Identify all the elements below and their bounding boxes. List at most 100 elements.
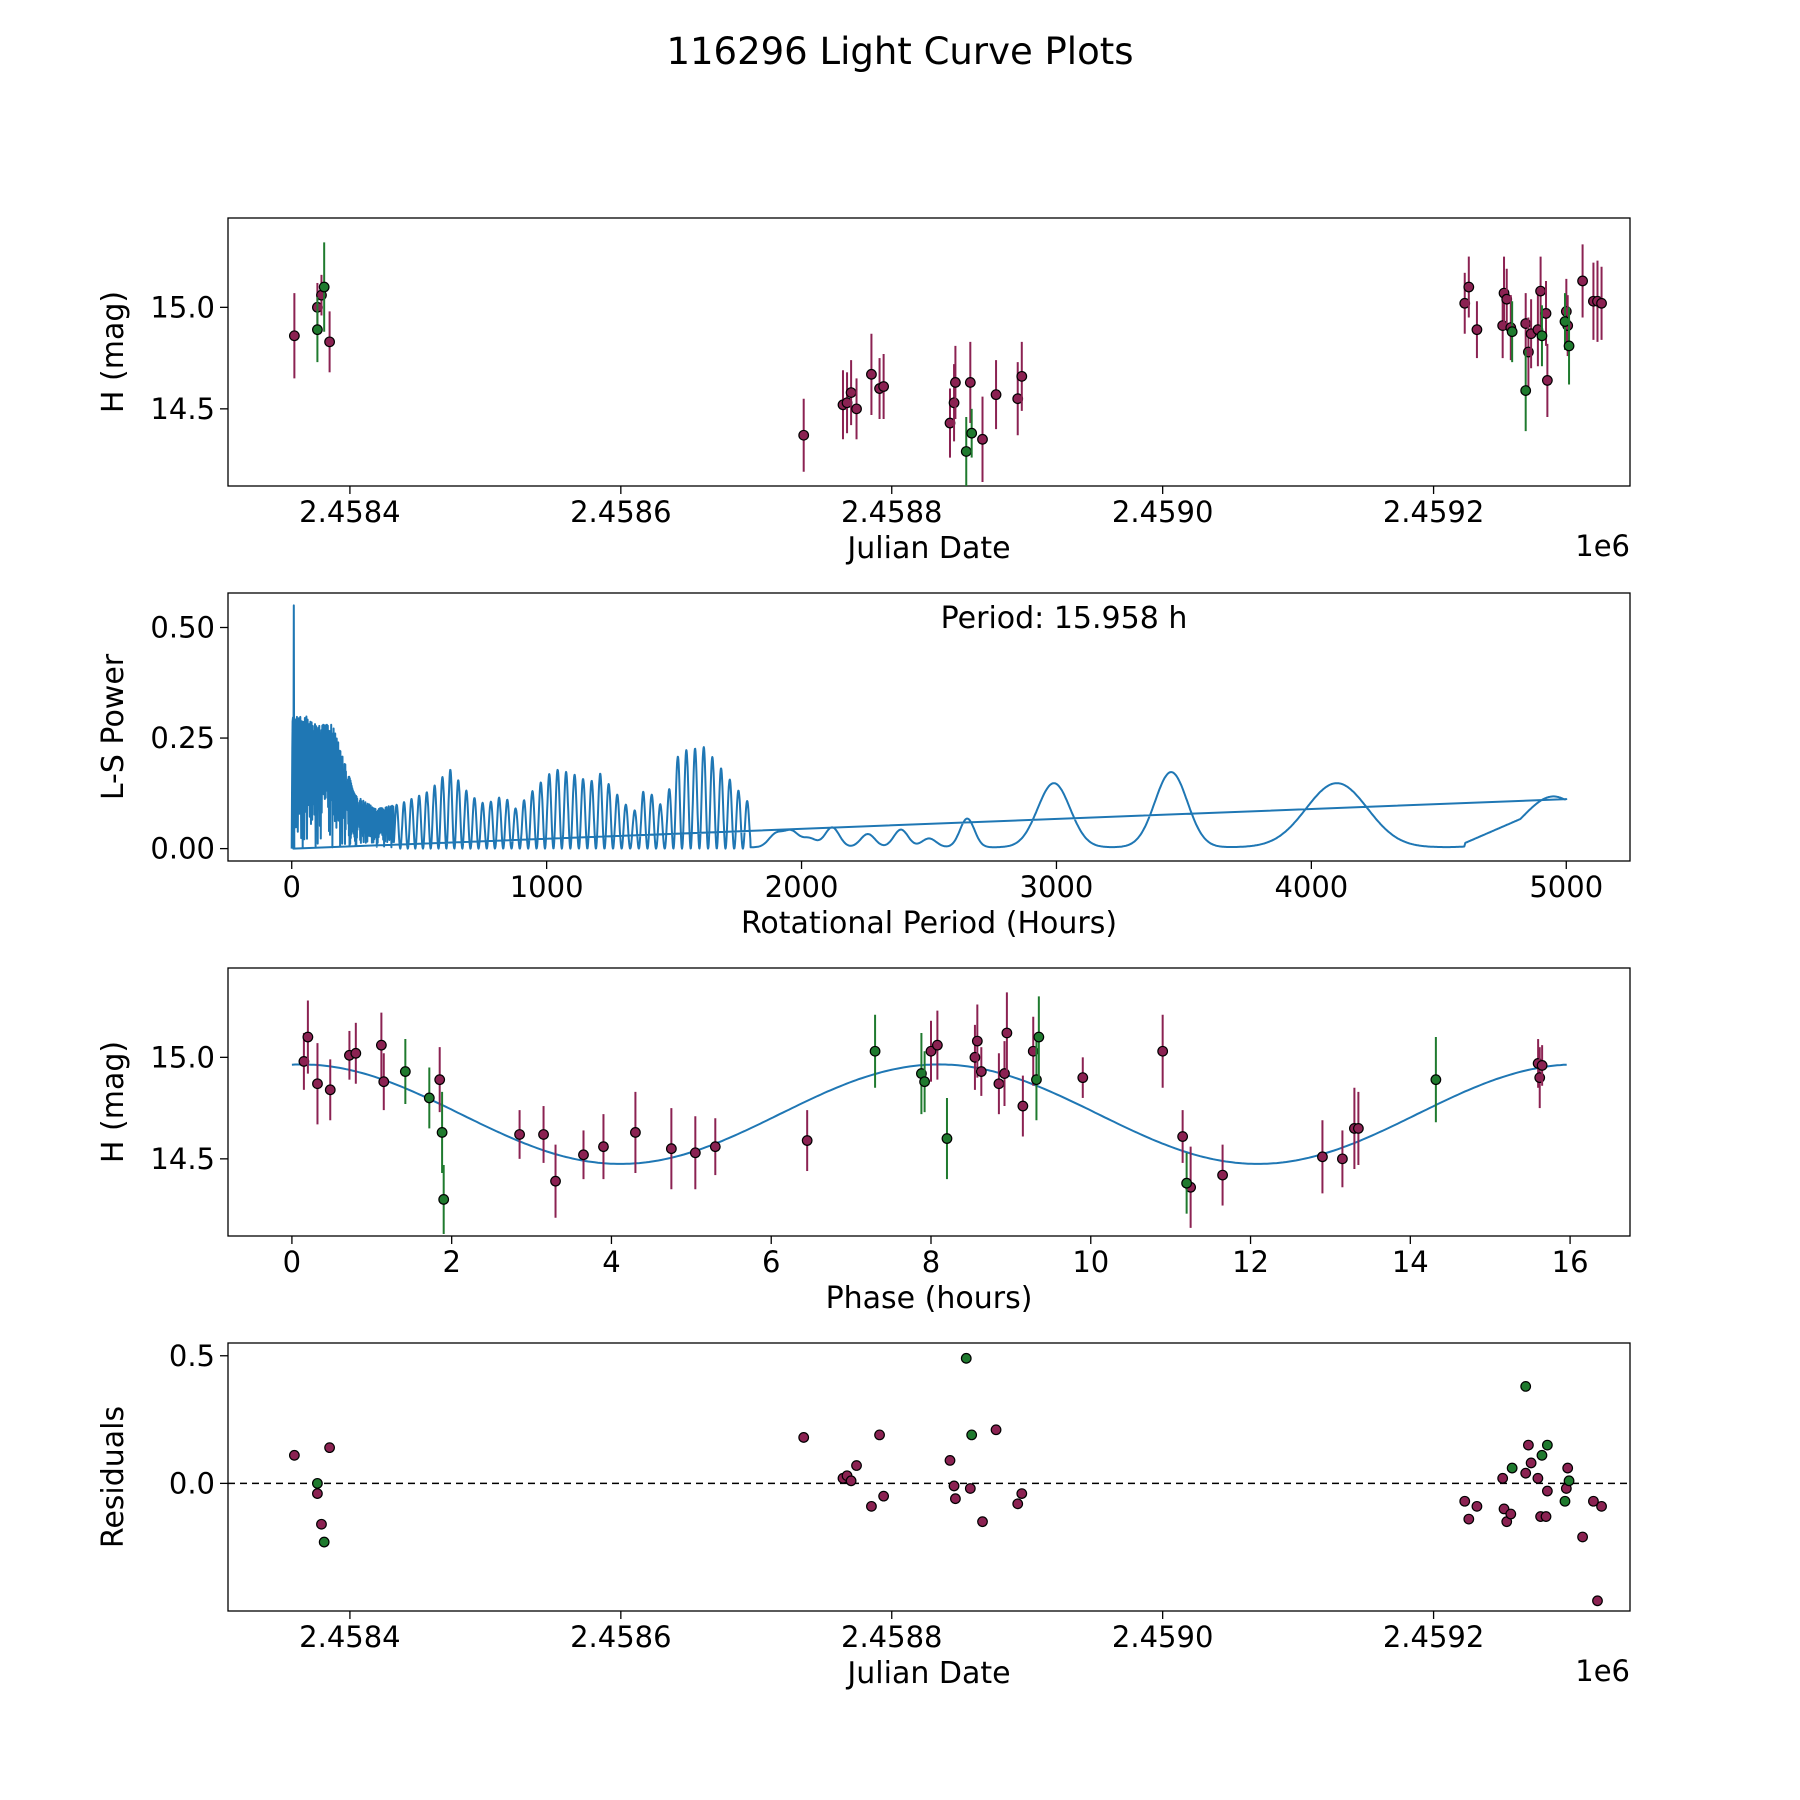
data-point (514, 1129, 525, 1140)
x-tick-label: 0 (283, 1245, 301, 1279)
x-tick-label: 3000 (1020, 870, 1094, 904)
data-point (1541, 375, 1553, 386)
data-point (324, 1442, 335, 1454)
data-point (1525, 1457, 1537, 1469)
data-point (1559, 1495, 1571, 1507)
data-point (975, 1066, 987, 1077)
data-point (964, 1483, 976, 1494)
data-point (1523, 1439, 1534, 1451)
x-tick-label: 4 (602, 1245, 620, 1279)
data-point (318, 281, 330, 293)
data-point (966, 1429, 978, 1441)
data-point (1077, 1072, 1089, 1084)
data-point (1541, 1485, 1553, 1497)
data-point (941, 1133, 953, 1144)
data-point (931, 1039, 943, 1051)
data-point (1520, 385, 1532, 396)
data-point (318, 1536, 330, 1548)
data-point (944, 1455, 956, 1466)
y-tick-label: 15.0 (150, 1040, 215, 1074)
data-point (1012, 1498, 1024, 1510)
data-point (1177, 1131, 1189, 1142)
data-point (1471, 324, 1483, 336)
data-point (878, 381, 890, 392)
x-offset-label: 1e6 (1575, 529, 1630, 563)
x-tick-label: 2000 (765, 870, 839, 904)
x-tick-label: 2.4586 (570, 1620, 671, 1654)
x-tick-label: 4000 (1274, 870, 1348, 904)
data-point (1463, 1513, 1475, 1525)
data-point (990, 389, 1002, 401)
data-point (801, 1135, 813, 1146)
x-tick-label: 8 (922, 1245, 940, 1279)
phase-panel: 0 2 4 6 8 10 12 14 16 14.5 15.0 Phase (hours) H (mag… (96, 967, 1631, 1316)
data-point (1592, 1595, 1603, 1607)
data-point (1541, 1439, 1553, 1451)
data-point (538, 1129, 549, 1140)
x-tick-label: 10 (1072, 1245, 1109, 1279)
data-point (874, 1429, 885, 1441)
x-tick-label: 16 (1552, 1245, 1589, 1279)
data-point (977, 1516, 988, 1528)
data-point (1459, 1495, 1471, 1507)
y-tick-label: 14.5 (150, 392, 215, 426)
data-point (845, 387, 857, 399)
data-point (1430, 1074, 1442, 1086)
data-point (1577, 1531, 1588, 1543)
data-point (948, 397, 960, 409)
data-point (1497, 1472, 1509, 1484)
data-point (851, 1460, 862, 1471)
data-point (1563, 1475, 1575, 1487)
data-point (324, 336, 335, 348)
data-point (630, 1127, 641, 1138)
y-tick-label: 0.50 (150, 610, 215, 644)
data-point (1337, 1153, 1348, 1165)
data-point (1352, 1122, 1364, 1134)
x-axis-label: Julian Date (845, 531, 1010, 566)
y-axis-label: Residuals (96, 1406, 131, 1548)
period-annotation: Period: 15.958 h (941, 601, 1188, 636)
data-point (665, 1143, 677, 1155)
data-point (950, 1493, 961, 1505)
data-point (1588, 1495, 1599, 1507)
data-point (798, 1432, 810, 1443)
x-axis-label: Phase (hours) (826, 1281, 1033, 1316)
data-point (866, 368, 877, 380)
data-point (1520, 1467, 1532, 1479)
data-point (919, 1076, 931, 1088)
data-point (312, 1488, 323, 1499)
y-tick-label: 15.0 (150, 290, 215, 324)
data-point (1181, 1177, 1193, 1189)
x-tick-label: 14 (1392, 1245, 1429, 1279)
data-point (1001, 1027, 1013, 1039)
data-point (550, 1175, 561, 1187)
data-point (1505, 1508, 1517, 1520)
data-point (316, 1518, 327, 1530)
x-tick-label: 2.4590 (1112, 495, 1213, 529)
periodogram-panel: 0 1000 2000 3000 4000 5000 0.00 0.25 0.50 Rotatio… (96, 592, 1631, 941)
data-point (434, 1074, 446, 1086)
data-point (1520, 1380, 1532, 1392)
lightcurve-panel: 2.4584 2.4586 2.4588 2.4590 2.4592 14.5 15.0 Ju… (96, 217, 1631, 566)
data-point (950, 377, 961, 388)
x-tick-label: 12 (1232, 1245, 1269, 1279)
data-point (1463, 281, 1475, 293)
axes-frame (227, 1342, 1631, 1612)
data-point (436, 1127, 448, 1138)
figure-title: 116296 Light Curve Plots (666, 30, 1133, 73)
data-point (1563, 340, 1575, 352)
x-offset-label: 1e6 (1575, 1654, 1630, 1688)
data-point (977, 433, 988, 445)
data-point (375, 1039, 387, 1051)
data-point (1532, 1472, 1544, 1484)
data-point (960, 446, 972, 457)
data-point (302, 1031, 314, 1043)
data-point (1596, 1500, 1607, 1512)
x-tick-label: 2.4588 (841, 495, 942, 529)
data-point (798, 429, 810, 441)
data-point (1536, 1449, 1548, 1461)
data-point (288, 1449, 300, 1461)
x-tick-label: 2.4590 (1112, 1620, 1213, 1654)
data-point (971, 1035, 983, 1047)
